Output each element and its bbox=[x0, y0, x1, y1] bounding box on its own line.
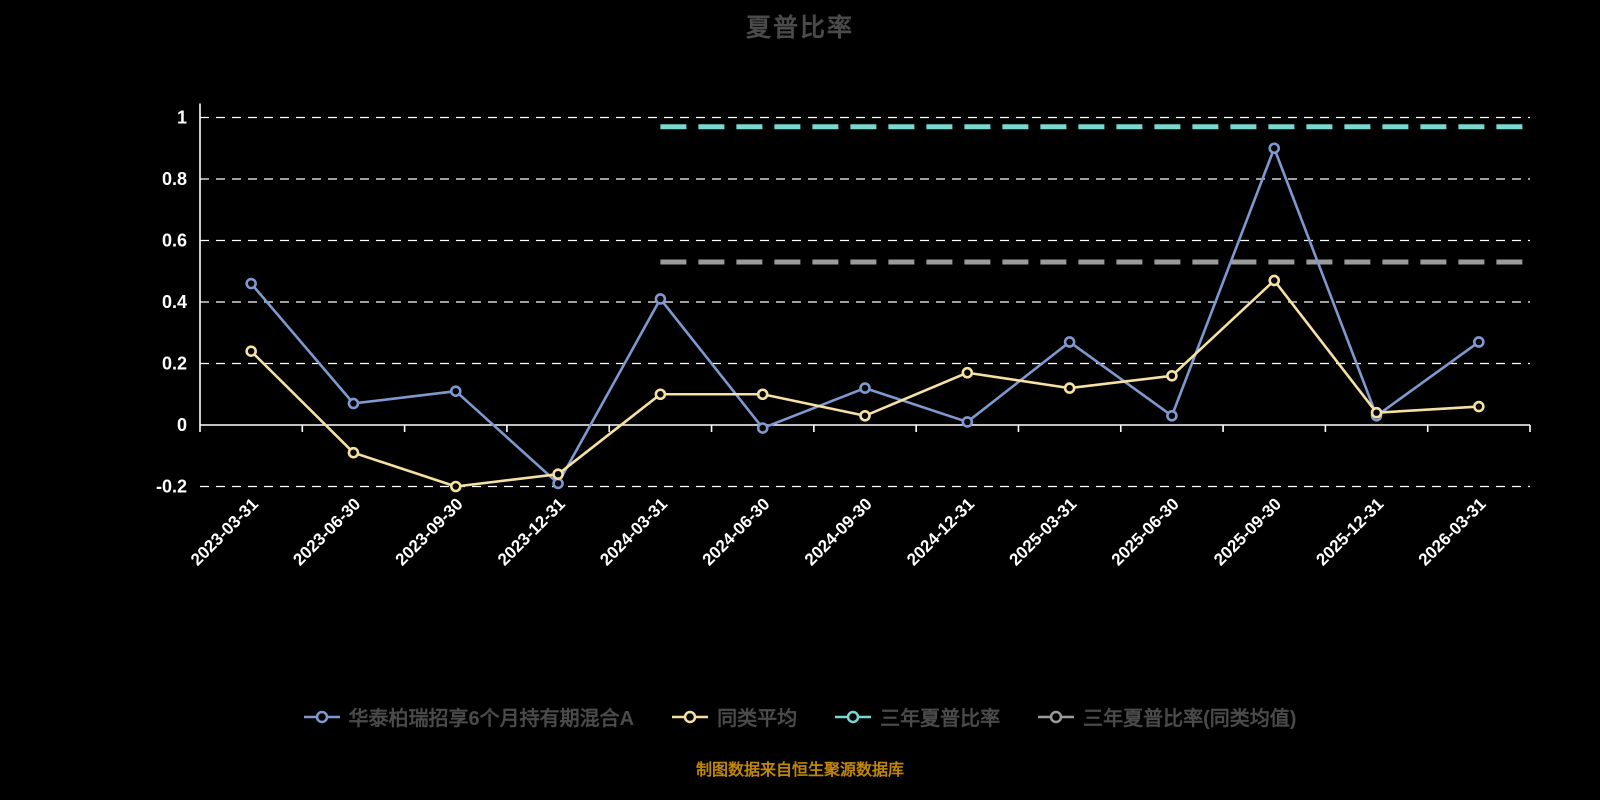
y-axis-label: 0 bbox=[177, 415, 187, 435]
y-axis-label: 0.8 bbox=[162, 169, 187, 189]
data-point bbox=[961, 366, 974, 379]
data-point bbox=[961, 416, 974, 428]
data-point bbox=[859, 382, 871, 394]
legend-item-category-average[interactable]: 同类平均 bbox=[672, 702, 797, 731]
data-point bbox=[1063, 382, 1076, 394]
data-point bbox=[552, 468, 564, 481]
chart-title: 夏普比率 bbox=[745, 14, 854, 42]
data-point bbox=[654, 293, 667, 305]
data-point bbox=[859, 409, 871, 422]
x-axis-label: 2023-09-30 bbox=[392, 494, 467, 569]
legend-item-3yr-sharpe[interactable]: 三年夏普比率 bbox=[835, 702, 1000, 731]
data-point bbox=[552, 477, 564, 490]
x-axis-label: 2024-12-31 bbox=[903, 494, 978, 569]
legend-label-fund: 华泰柏瑞招享6个月持有期混合A bbox=[348, 708, 635, 730]
x-axis-label: 2025-09-30 bbox=[1210, 494, 1285, 569]
chart-legend: 华泰柏瑞招享6个月持有期混合A 同类平均 三年夏普比率 三年夏普比率(同类均值) bbox=[0, 702, 1600, 731]
x-axis-label: 2024-06-30 bbox=[699, 494, 774, 569]
data-point bbox=[756, 422, 769, 434]
data-source-note: 制图数据来自恒生聚源数据库 bbox=[695, 762, 904, 779]
data-point bbox=[1370, 406, 1383, 419]
x-axis-label: 2025-12-31 bbox=[1312, 494, 1387, 569]
x-axis-label: 2024-09-30 bbox=[801, 494, 876, 569]
x-axis-label: 2025-06-30 bbox=[1108, 494, 1183, 569]
data-point bbox=[347, 397, 360, 410]
data-point bbox=[245, 345, 257, 358]
line-circle-marker-icon bbox=[1038, 710, 1075, 723]
data-point bbox=[1473, 400, 1485, 413]
line-circle-marker-icon bbox=[303, 710, 340, 723]
line-circle-marker-icon bbox=[835, 710, 872, 723]
line-circle-marker-icon bbox=[672, 710, 709, 723]
y-axis-label: 0.6 bbox=[162, 231, 187, 251]
data-point bbox=[1268, 142, 1281, 155]
data-point bbox=[449, 480, 462, 493]
series-line-0 bbox=[250, 146, 1480, 485]
data-point bbox=[654, 388, 667, 401]
x-axis-label: 2023-06-30 bbox=[289, 494, 364, 569]
legend-label-3yr-sharpe: 三年夏普比率 bbox=[880, 708, 1001, 730]
data-point bbox=[756, 388, 769, 401]
x-axis-label: 2023-03-31 bbox=[187, 494, 262, 569]
data-point bbox=[347, 446, 360, 459]
x-axis-label: 2026-03-31 bbox=[1415, 494, 1490, 569]
legend-label-3yr-sharpe-category: 三年夏普比率(同类均值) bbox=[1083, 708, 1297, 730]
data-point bbox=[1063, 336, 1076, 348]
x-axis-label: 2025-03-31 bbox=[1006, 494, 1081, 569]
y-axis-label: 0.4 bbox=[162, 292, 187, 312]
data-point bbox=[1166, 409, 1178, 422]
legend-item-fund[interactable]: 华泰柏瑞招享6个月持有期混合A bbox=[303, 702, 635, 731]
legend-label-category-average: 同类平均 bbox=[717, 708, 798, 730]
y-axis-label: 0.2 bbox=[162, 354, 187, 374]
x-axis-label: 2024-03-31 bbox=[596, 494, 671, 569]
data-point bbox=[245, 277, 257, 290]
legend-item-3yr-sharpe-category[interactable]: 三年夏普比率(同类均值) bbox=[1038, 702, 1296, 731]
data-point bbox=[1473, 336, 1485, 348]
data-point bbox=[1166, 369, 1178, 382]
data-point bbox=[1268, 274, 1281, 287]
y-axis-label: 1 bbox=[177, 108, 187, 128]
x-axis-label: 2023-12-31 bbox=[494, 494, 569, 569]
y-axis-label: -0.2 bbox=[156, 477, 187, 497]
data-point bbox=[449, 385, 462, 397]
